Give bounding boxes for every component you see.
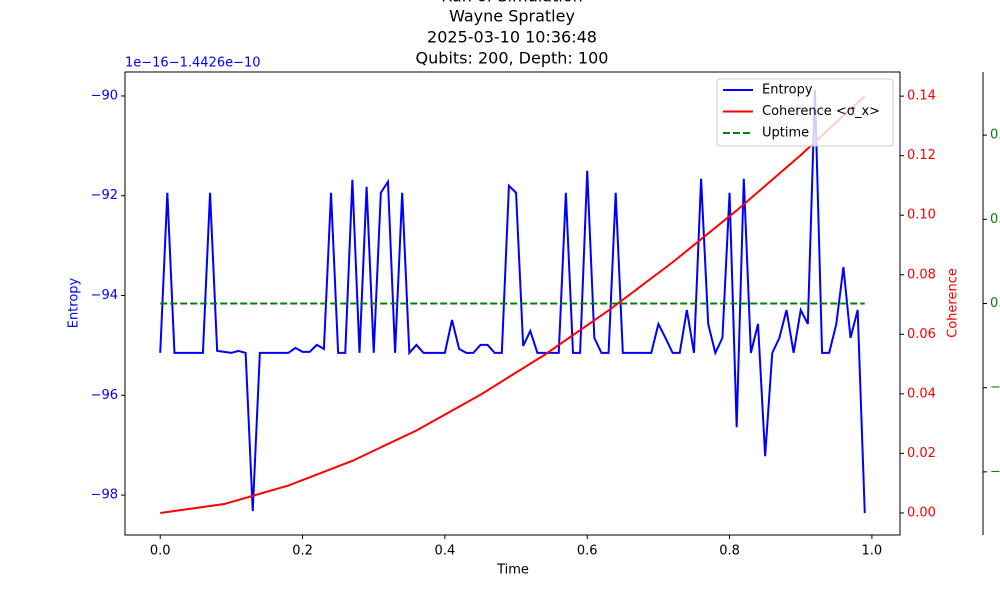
y2ticks-tick-label: 0.08 [907, 267, 936, 282]
yticks-tick-label: −92 [91, 188, 118, 203]
legend-label: Entropy [762, 83, 813, 98]
y2-axis-label: Coherence [946, 268, 961, 338]
y2ticks-tick-label: 0.02 [907, 446, 936, 461]
y3ticks-tick-label: 0.04 [990, 128, 1000, 143]
title-line: 2025-03-10 10:36:48 [427, 28, 597, 47]
yticks-tick-label: −96 [91, 388, 118, 403]
x-tick-label: 0.4 [435, 544, 456, 559]
y2ticks-tick-label: 0.14 [907, 89, 936, 104]
x-tick-label: 0.0 [150, 544, 171, 559]
y-offset-label: 1e−16−1.4426e−10 [125, 56, 261, 71]
legend-label: Coherence <σ_x> [762, 104, 880, 119]
title-line: Run of Simulation [441, 0, 583, 6]
y-axis-label: Entropy [67, 277, 82, 328]
y2ticks-tick-label: 0.00 [907, 505, 936, 520]
y2ticks-tick-label: 0.12 [907, 148, 936, 163]
y2ticks-tick-label: 0.10 [907, 208, 936, 223]
plot-frame [124, 71, 901, 536]
y3ticks-tick-label: −0.04 [990, 464, 1000, 479]
x-tick-label: 0.6 [577, 544, 598, 559]
yticks-tick-label: −98 [91, 488, 118, 503]
y2ticks-tick-label: 0.04 [907, 386, 936, 401]
legend-box [716, 78, 894, 147]
title-line: Wayne Spratley [449, 7, 575, 26]
legend-label: Uptime [762, 126, 809, 141]
x-tick-label: 0.2 [292, 544, 313, 559]
y3ticks-tick-label: 0.00 [990, 296, 1000, 311]
yticks-tick-label: −90 [91, 88, 118, 103]
yticks-tick-label: −94 [91, 288, 118, 303]
y2ticks-tick-label: 0.06 [907, 327, 936, 342]
y3ticks-tick-label: −0.02 [990, 380, 1000, 395]
y3ticks-tick-label: 0.02 [990, 212, 1000, 227]
x-axis-label: Time [496, 563, 529, 578]
x-tick-label: 1.0 [862, 544, 883, 559]
series-line [160, 95, 866, 514]
series-line [159, 89, 866, 514]
title-line: Qubits: 200, Depth: 100 [416, 49, 609, 68]
x-tick-label: 0.8 [719, 544, 740, 559]
